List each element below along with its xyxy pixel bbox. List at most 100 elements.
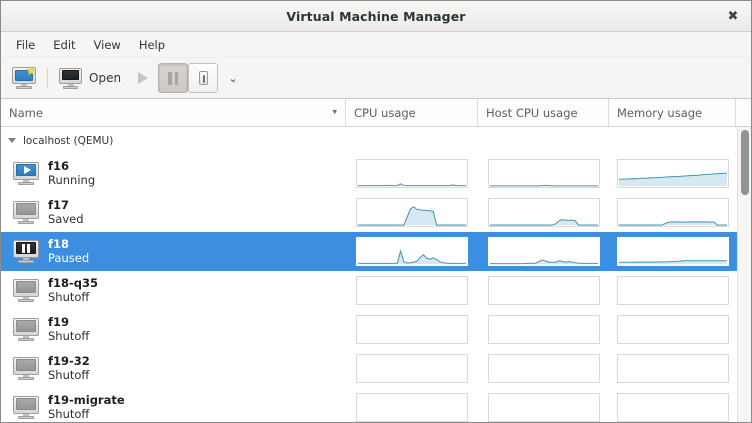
- monitor-off-icon: [13, 395, 39, 420]
- vm-name-label: f19-migrate: [48, 392, 125, 407]
- vm-cpu-graph-cell: [346, 232, 478, 271]
- cpu-usage-sparkline: [356, 315, 468, 344]
- shutdown-icon: [198, 71, 208, 85]
- host-cpu-usage-sparkline: [487, 315, 600, 344]
- expander-triangle-icon[interactable]: [8, 138, 16, 143]
- vm-host-cpu-graph-cell: [478, 193, 609, 232]
- vm-row[interactable]: f16 Running: [1, 154, 737, 193]
- vm-name-label: f18: [48, 236, 70, 251]
- menu-bar: File Edit View Help: [1, 32, 751, 58]
- vm-state-label: Shutoff: [48, 290, 90, 304]
- monitor-running-icon: [13, 161, 39, 186]
- vm-row[interactable]: f18 Paused: [1, 232, 737, 271]
- vm-row[interactable]: f17 Saved: [1, 193, 737, 232]
- monitor-off-icon: [13, 356, 39, 381]
- monitor-off-icon: [13, 200, 39, 225]
- connection-row-localhost[interactable]: localhost (QEMU): [1, 127, 737, 154]
- close-icon[interactable]: ✖: [727, 8, 739, 24]
- host-cpu-usage-sparkline: [487, 276, 600, 305]
- title-bar: Virtual Machine Manager ✖: [1, 1, 751, 32]
- vm-host-cpu-graph-cell: [478, 232, 609, 271]
- vm-host-cpu-graph-cell: [478, 154, 609, 193]
- vm-host-cpu-graph-cell: [478, 310, 609, 349]
- host-cpu-usage-sparkline: [487, 354, 600, 383]
- vm-state-label: Running: [48, 173, 96, 187]
- memory-usage-sparkline: [616, 393, 729, 422]
- run-play-icon: [138, 72, 149, 84]
- column-cpu-usage-label: CPU usage: [354, 105, 416, 120]
- scrollbar-thumb[interactable]: [741, 129, 749, 195]
- vm-cpu-graph-cell: [346, 193, 478, 232]
- column-header-filler: [736, 99, 751, 126]
- monitor-off-icon: [13, 317, 39, 342]
- vm-host-cpu-graph-cell: [478, 388, 609, 422]
- menu-edit[interactable]: Edit: [53, 37, 76, 52]
- chevron-down-icon: ⌄: [228, 71, 238, 85]
- vm-cpu-graph-cell: [346, 310, 478, 349]
- column-memory-usage-label: Memory usage: [617, 105, 703, 120]
- vm-name-cell[interactable]: f17 Saved: [1, 193, 346, 232]
- memory-usage-sparkline: [616, 159, 729, 188]
- memory-usage-sparkline: [616, 237, 729, 266]
- column-memory-usage[interactable]: Memory usage: [609, 99, 736, 126]
- pause-icon: [168, 71, 179, 85]
- vm-cpu-graph-cell: [346, 349, 478, 388]
- vm-state-label: Paused: [48, 251, 90, 265]
- run-button[interactable]: [128, 63, 158, 93]
- shutdown-button[interactable]: [188, 63, 219, 93]
- vm-memory-graph-cell: [609, 388, 736, 422]
- pause-button[interactable]: [158, 63, 189, 93]
- vm-name-cell[interactable]: f18-q35 Shutoff: [1, 271, 346, 310]
- vm-row[interactable]: f19-32 Shutoff: [1, 349, 737, 388]
- toolbar: ★ Open ⌄: [1, 58, 751, 99]
- host-cpu-usage-sparkline: [487, 393, 600, 422]
- vm-memory-graph-cell: [609, 271, 736, 310]
- vm-row[interactable]: f19 Shutoff: [1, 310, 737, 349]
- open-button[interactable]: Open: [54, 63, 128, 93]
- vm-memory-graph-cell: [609, 154, 736, 193]
- vm-name-cell[interactable]: f16 Running: [1, 154, 346, 193]
- menu-help[interactable]: Help: [138, 37, 166, 52]
- vm-state-label: Shutoff: [48, 368, 90, 382]
- host-cpu-usage-sparkline: [487, 237, 600, 266]
- memory-usage-sparkline: [616, 354, 729, 383]
- host-cpu-usage-sparkline: [487, 159, 600, 188]
- window-title: Virtual Machine Manager: [286, 8, 466, 24]
- monitor-off-icon: [13, 278, 39, 303]
- cpu-usage-sparkline: [356, 393, 468, 422]
- vm-cpu-graph-cell: [346, 271, 478, 310]
- column-host-cpu-usage-label: Host CPU usage: [486, 105, 578, 120]
- toolbar-separator: [47, 68, 48, 88]
- vm-name-label: f19: [48, 314, 70, 329]
- cpu-usage-sparkline: [356, 159, 468, 188]
- column-name-label: Name: [9, 105, 43, 120]
- vm-name-label: f19-32: [48, 353, 90, 368]
- vertical-scrollbar[interactable]: [737, 127, 751, 422]
- vm-host-cpu-graph-cell: [478, 271, 609, 310]
- vm-name-cell[interactable]: f19 Shutoff: [1, 310, 346, 349]
- cpu-usage-sparkline: [356, 237, 468, 266]
- menu-file[interactable]: File: [16, 37, 36, 52]
- cpu-usage-sparkline: [356, 198, 468, 227]
- monitor-paused-icon: [13, 239, 39, 264]
- chevron-down-icon: ▾: [332, 107, 337, 117]
- vm-cpu-graph-cell: [346, 388, 478, 422]
- vm-name-label: f17: [48, 197, 70, 212]
- vm-name-label: f18-q35: [48, 275, 99, 290]
- open-button-label: Open: [89, 71, 122, 85]
- vm-state-label: Saved: [48, 212, 84, 226]
- vm-list: localhost (QEMU) f16 Running f17 Saved f18 Pa…: [1, 127, 751, 422]
- vm-row[interactable]: f18-q35 Shutoff: [1, 271, 737, 310]
- vm-memory-graph-cell: [609, 349, 736, 388]
- vm-name-cell[interactable]: f18 Paused: [1, 232, 346, 271]
- vm-name-cell[interactable]: f19-32 Shutoff: [1, 349, 346, 388]
- new-vm-button[interactable]: ★: [7, 63, 41, 93]
- column-name[interactable]: Name ▾: [1, 99, 346, 126]
- shutdown-dropdown-button[interactable]: ⌄: [218, 63, 248, 93]
- column-cpu-usage[interactable]: CPU usage: [346, 99, 478, 126]
- vm-name-cell[interactable]: f19-migrate Shutoff: [1, 388, 346, 422]
- vm-row[interactable]: f19-migrate Shutoff: [1, 388, 737, 422]
- menu-view[interactable]: View: [93, 37, 121, 52]
- column-host-cpu-usage[interactable]: Host CPU usage: [478, 99, 609, 126]
